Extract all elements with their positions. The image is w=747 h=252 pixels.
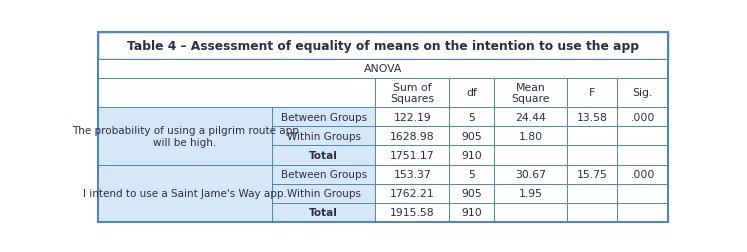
Text: 5: 5: [468, 112, 475, 122]
Bar: [567, 127, 618, 146]
Bar: [494, 78, 567, 108]
Text: 910: 910: [461, 207, 482, 217]
Bar: [567, 184, 618, 203]
Text: 15.75: 15.75: [577, 169, 608, 179]
Bar: [449, 165, 494, 184]
Text: 5: 5: [468, 169, 475, 179]
Bar: [272, 184, 376, 203]
Text: 910: 910: [461, 150, 482, 160]
Bar: [567, 165, 618, 184]
Text: 1.95: 1.95: [518, 188, 542, 198]
Bar: [618, 127, 668, 146]
Bar: [449, 146, 494, 165]
Bar: [98, 33, 668, 60]
Bar: [618, 146, 668, 165]
Text: Within Groups: Within Groups: [287, 131, 361, 141]
Bar: [618, 203, 668, 222]
Text: 1751.17: 1751.17: [390, 150, 435, 160]
Text: F: F: [589, 88, 595, 98]
Bar: [376, 184, 449, 203]
Bar: [618, 108, 668, 127]
Text: .000: .000: [630, 112, 655, 122]
Bar: [567, 203, 618, 222]
Text: Sig.: Sig.: [633, 88, 653, 98]
Text: 905: 905: [461, 131, 482, 141]
Text: 13.58: 13.58: [577, 112, 608, 122]
Text: 30.67: 30.67: [515, 169, 546, 179]
Text: 153.37: 153.37: [394, 169, 431, 179]
Bar: [494, 184, 567, 203]
Text: Within Groups: Within Groups: [287, 188, 361, 198]
Text: Mean
Square: Mean Square: [511, 82, 550, 104]
Bar: [272, 127, 376, 146]
Text: 122.19: 122.19: [394, 112, 431, 122]
Text: Between Groups: Between Groups: [281, 112, 367, 122]
Text: 1915.58: 1915.58: [390, 207, 435, 217]
Text: 1.80: 1.80: [518, 131, 542, 141]
Bar: [272, 108, 376, 127]
Text: .000: .000: [630, 169, 655, 179]
Bar: [567, 78, 618, 108]
Bar: [567, 146, 618, 165]
Bar: [376, 108, 449, 127]
Text: Between Groups: Between Groups: [281, 169, 367, 179]
Text: Total: Total: [309, 150, 338, 160]
Bar: [98, 60, 668, 78]
Bar: [567, 108, 618, 127]
Text: 24.44: 24.44: [515, 112, 546, 122]
Bar: [272, 203, 376, 222]
Bar: [376, 78, 449, 108]
Bar: [449, 127, 494, 146]
Bar: [449, 203, 494, 222]
Text: 1762.21: 1762.21: [390, 188, 435, 198]
Bar: [449, 184, 494, 203]
Bar: [618, 78, 668, 108]
Bar: [272, 165, 376, 184]
Text: 1628.98: 1628.98: [390, 131, 435, 141]
Bar: [494, 203, 567, 222]
Bar: [98, 165, 272, 222]
Text: 905: 905: [461, 188, 482, 198]
Text: ANOVA: ANOVA: [364, 64, 402, 74]
Bar: [494, 127, 567, 146]
Bar: [376, 165, 449, 184]
Bar: [494, 146, 567, 165]
Bar: [494, 165, 567, 184]
Bar: [272, 146, 376, 165]
Bar: [494, 108, 567, 127]
Text: The probability of using a pilgrim route app
will be high.: The probability of using a pilgrim route…: [72, 125, 299, 147]
Bar: [449, 108, 494, 127]
Text: Total: Total: [309, 207, 338, 217]
Bar: [449, 78, 494, 108]
Bar: [376, 146, 449, 165]
Text: Sum of
Squares: Sum of Squares: [390, 82, 435, 104]
Bar: [618, 165, 668, 184]
Text: df: df: [466, 88, 477, 98]
Bar: [618, 184, 668, 203]
Bar: [98, 108, 272, 165]
Text: Table 4 – Assessment of equality of means on the intention to use the app: Table 4 – Assessment of equality of mean…: [127, 40, 639, 53]
Bar: [376, 203, 449, 222]
Text: I intend to use a Saint Jame's Way app.: I intend to use a Saint Jame's Way app.: [83, 188, 287, 198]
Bar: [98, 78, 376, 108]
Bar: [376, 127, 449, 146]
